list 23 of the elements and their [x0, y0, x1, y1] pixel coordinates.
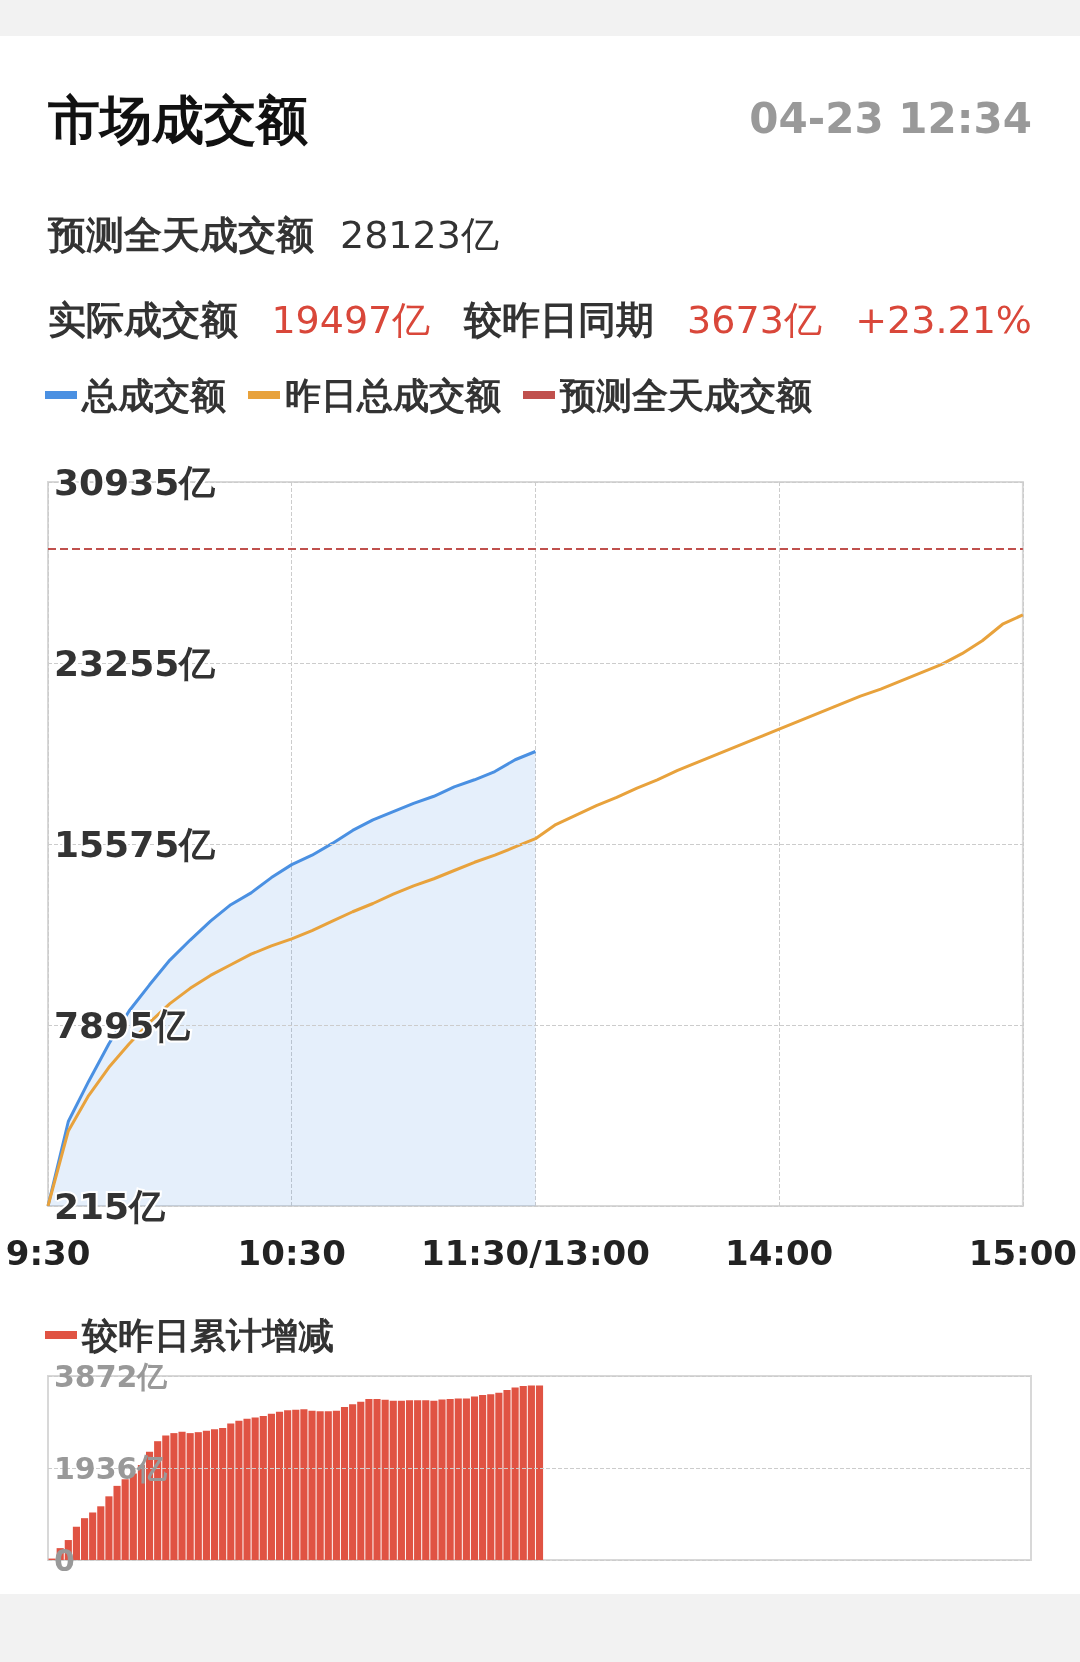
legend-label: 较昨日累计增减: [81, 1314, 334, 1356]
text: 3673亿: [687, 297, 822, 344]
y-tick-label: 30935亿: [54, 461, 217, 503]
y-tick-label: 3872亿: [54, 1358, 169, 1394]
x-tick-label: 15:00: [968, 1233, 1077, 1273]
chart-title: 市场成交额: [48, 89, 308, 152]
legend-label: 昨日总成交额: [285, 374, 501, 416]
text: +23.21%: [855, 298, 1032, 342]
legend-label: 预测全天成交额: [559, 374, 812, 416]
text: 实际成交额: [48, 297, 238, 344]
y-tick-label: 15575亿: [54, 823, 217, 865]
x-tick-label: 14:00: [725, 1233, 834, 1273]
x-tick-label: 9:30: [5, 1233, 91, 1273]
legend-label: 总成交额: [80, 374, 226, 416]
y-tick-label: 23255亿: [54, 642, 217, 684]
text: 预测全天成交额: [48, 212, 314, 259]
x-tick-label: 11:30/13:00: [421, 1233, 650, 1273]
text: 28123亿: [340, 212, 499, 259]
text: 04-23 12:34: [749, 94, 1032, 143]
text: 较昨日同期: [463, 297, 654, 344]
x-tick-label: 10:30: [237, 1233, 346, 1273]
text: 19497亿: [271, 297, 431, 344]
y-tick-label: 215亿: [54, 1185, 167, 1227]
